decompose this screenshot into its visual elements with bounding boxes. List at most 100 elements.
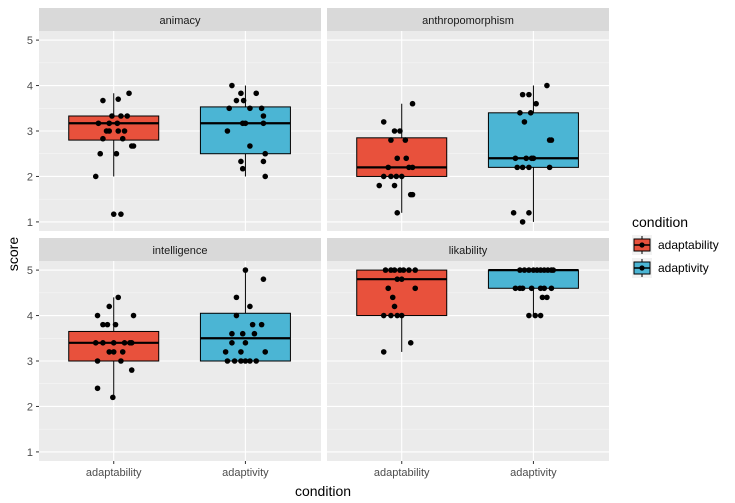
data-point bbox=[253, 90, 260, 97]
facet-strip bbox=[39, 238, 321, 261]
y-tick-label: 3 bbox=[27, 126, 33, 138]
data-point bbox=[394, 276, 401, 282]
data-point bbox=[512, 155, 519, 162]
data-point bbox=[260, 276, 267, 282]
data-point bbox=[104, 321, 111, 328]
data-point bbox=[106, 128, 113, 134]
data-point bbox=[526, 267, 532, 273]
data-point bbox=[247, 303, 253, 310]
data-point bbox=[124, 113, 131, 119]
x-tick-label: adaptivity bbox=[222, 467, 269, 479]
facet-strip bbox=[39, 8, 321, 31]
box-adaptability bbox=[356, 267, 448, 355]
x-tick-label: adaptability bbox=[86, 467, 142, 479]
data-point bbox=[100, 340, 106, 346]
data-point bbox=[224, 128, 231, 134]
legend: condition adaptability adaptivity bbox=[632, 214, 719, 278]
y-tick-label: 4 bbox=[27, 81, 33, 93]
facet-strip-label: likability bbox=[449, 245, 488, 257]
data-point bbox=[247, 143, 253, 149]
data-point bbox=[548, 285, 555, 292]
data-point bbox=[512, 285, 519, 292]
data-point bbox=[262, 173, 269, 180]
data-point bbox=[546, 164, 553, 171]
y-tick-label: 2 bbox=[27, 171, 33, 183]
data-point bbox=[517, 267, 523, 273]
data-point bbox=[262, 349, 269, 355]
y-tick-label: 5 bbox=[27, 35, 33, 47]
data-point bbox=[539, 294, 546, 301]
facet-strip-label: anthropomorphism bbox=[422, 15, 514, 27]
data-point bbox=[253, 358, 260, 364]
data-point bbox=[224, 358, 231, 364]
box-adaptivity bbox=[199, 82, 291, 180]
data-point bbox=[400, 267, 407, 273]
y-axis-title: score bbox=[5, 237, 21, 271]
data-point bbox=[394, 312, 401, 319]
data-point bbox=[541, 285, 548, 292]
data-point bbox=[118, 113, 124, 119]
data-point bbox=[398, 276, 405, 282]
data-point bbox=[110, 340, 117, 346]
data-point bbox=[239, 165, 246, 172]
data-point bbox=[121, 128, 128, 134]
data-point bbox=[115, 96, 122, 102]
data-point bbox=[226, 105, 233, 112]
data-point bbox=[391, 128, 398, 134]
data-point bbox=[113, 150, 120, 157]
y-tick-label: 4 bbox=[27, 311, 33, 323]
data-point bbox=[247, 105, 253, 112]
data-point bbox=[222, 349, 229, 355]
box-adaptivity bbox=[487, 267, 579, 319]
data-point bbox=[262, 150, 269, 157]
data-point bbox=[537, 312, 544, 319]
data-point bbox=[258, 321, 265, 328]
data-point bbox=[110, 394, 116, 401]
data-point bbox=[106, 120, 113, 127]
data-point bbox=[519, 285, 526, 292]
data-point bbox=[240, 97, 247, 104]
data-point bbox=[544, 294, 550, 301]
data-point bbox=[412, 267, 419, 273]
data-point bbox=[100, 97, 106, 104]
data-point bbox=[229, 340, 235, 346]
box-adaptability bbox=[68, 90, 160, 217]
data-point bbox=[380, 173, 387, 180]
x-tick-label: adaptability bbox=[374, 467, 430, 479]
box-body bbox=[199, 312, 291, 362]
data-point bbox=[121, 340, 128, 346]
data-point bbox=[114, 120, 121, 127]
data-point bbox=[94, 385, 101, 392]
data-point bbox=[106, 349, 113, 355]
box-body bbox=[68, 330, 160, 362]
data-point bbox=[233, 97, 240, 104]
legend-label: adaptability bbox=[658, 238, 719, 252]
data-point bbox=[238, 358, 244, 364]
facet-strip-label: intelligence bbox=[152, 245, 207, 257]
data-point bbox=[119, 349, 126, 355]
data-point bbox=[523, 155, 530, 162]
data-point bbox=[388, 173, 394, 180]
data-point bbox=[526, 210, 532, 216]
legend-title: condition bbox=[632, 214, 688, 230]
legend-key-point bbox=[639, 242, 645, 248]
data-point bbox=[115, 294, 122, 301]
data-point bbox=[229, 330, 235, 337]
data-point bbox=[394, 155, 401, 162]
data-point bbox=[385, 164, 392, 171]
data-point bbox=[238, 349, 244, 355]
legend-entry-adaptivity: adaptivity bbox=[632, 258, 709, 278]
data-point bbox=[527, 110, 534, 116]
data-point bbox=[238, 158, 244, 165]
data-point bbox=[92, 340, 99, 346]
data-point bbox=[239, 120, 246, 127]
y-tick-label: 1 bbox=[27, 217, 33, 229]
data-point bbox=[119, 135, 126, 142]
legend-entry-adaptability: adaptability bbox=[632, 235, 719, 255]
data-point bbox=[229, 82, 235, 89]
data-point bbox=[519, 91, 526, 98]
data-point bbox=[519, 164, 526, 171]
data-point bbox=[110, 349, 117, 355]
data-point bbox=[526, 91, 532, 98]
data-point bbox=[517, 110, 523, 116]
